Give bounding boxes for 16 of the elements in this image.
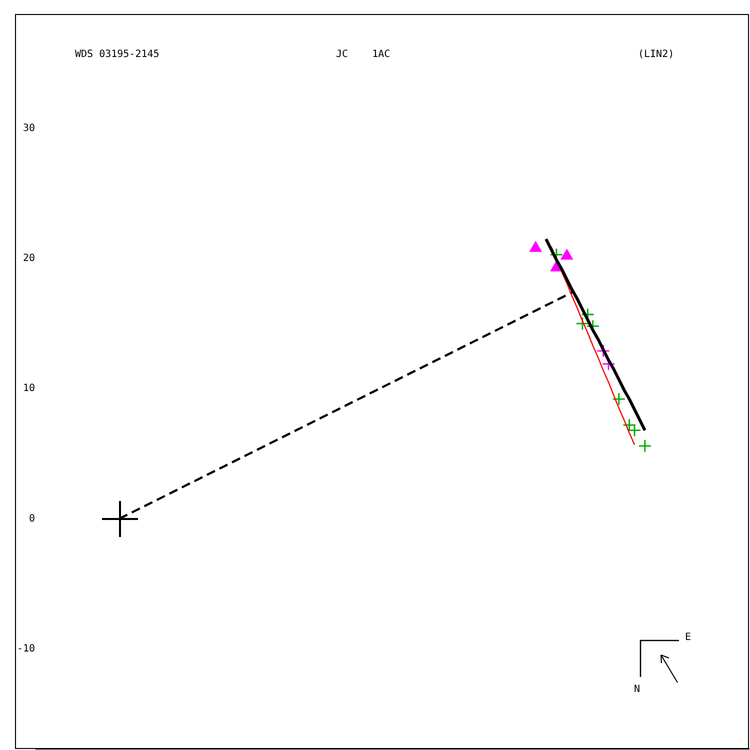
y-tick-label: 30 bbox=[22, 123, 35, 134]
point bbox=[576, 316, 590, 330]
point bbox=[596, 344, 610, 358]
text: JC 1AC bbox=[336, 49, 390, 61]
point bbox=[638, 439, 652, 453]
annotation: (LIN2) bbox=[638, 49, 674, 61]
point bbox=[530, 241, 542, 252]
y-tick-label: 0 bbox=[28, 513, 35, 524]
y-tick-label: -10 bbox=[16, 643, 35, 654]
point bbox=[612, 392, 626, 406]
annotation: N bbox=[634, 684, 640, 696]
point bbox=[560, 249, 573, 260]
y-tick-label: 10 bbox=[22, 383, 35, 394]
y-tick-label: 20 bbox=[22, 253, 35, 264]
text: WDS 03195-2145 bbox=[75, 49, 160, 61]
annotation: E bbox=[685, 632, 692, 644]
